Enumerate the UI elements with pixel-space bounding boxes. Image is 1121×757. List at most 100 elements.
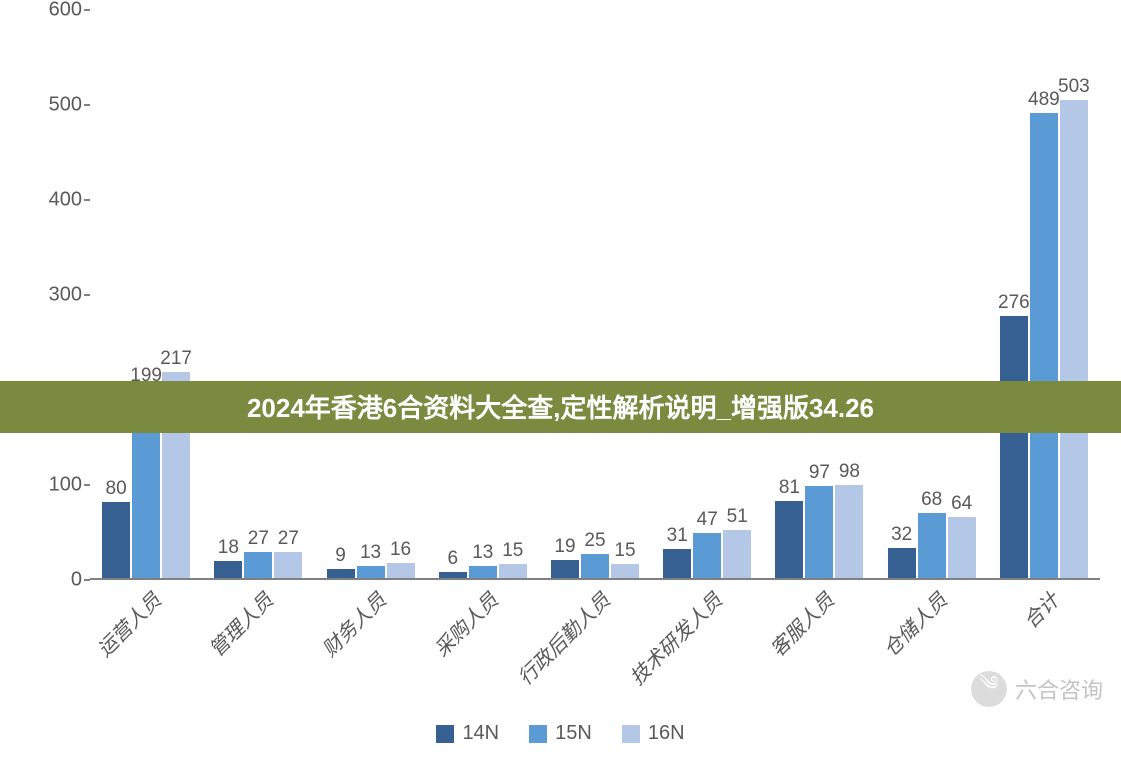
bar: 64: [948, 517, 976, 578]
bar-value-label: 25: [584, 530, 605, 552]
bar-value-label: 19: [554, 536, 575, 558]
bar-value-label: 15: [614, 540, 635, 562]
legend-swatch: [529, 725, 547, 743]
watermark-text: 六合咨询: [1015, 673, 1103, 705]
bar: 27: [244, 552, 272, 578]
x-category-label: 行政后勤人员: [510, 585, 615, 690]
legend-swatch: [622, 725, 640, 743]
legend-label: 16N: [648, 722, 685, 745]
bar: 13: [469, 566, 497, 578]
x-category-label: 采购人员: [426, 585, 503, 662]
bar: 276: [1000, 316, 1028, 578]
y-tick-mark: [84, 9, 90, 11]
legend-item: 14N: [436, 722, 499, 745]
y-tick-label: 300: [49, 284, 82, 307]
plot-area: 8019921718272791316613151925153147518197…: [90, 10, 1100, 580]
bar: 15: [611, 564, 639, 578]
x-category-label: 客服人员: [763, 585, 840, 662]
bar-group: 276489503: [1000, 100, 1088, 578]
bar: 80: [102, 502, 130, 578]
bar-value-label: 68: [921, 489, 942, 511]
bar-group: 192515: [551, 554, 639, 578]
bar-value-label: 81: [779, 477, 800, 499]
bar: 18: [214, 561, 242, 578]
bar-group: 61315: [439, 564, 527, 578]
x-category-label: 运营人员: [90, 585, 167, 662]
bar: 9: [327, 569, 355, 578]
x-axis-labels: 运营人员管理人员财务人员采购人员行政后勤人员技术研发人员客服人员仓储人员合计: [90, 585, 1100, 685]
y-tick-mark: [84, 199, 90, 201]
y-tick-label: 600: [49, 0, 82, 22]
y-tick-label: 400: [49, 189, 82, 212]
wechat-icon: ༄: [971, 671, 1007, 707]
bar-value-label: 32: [891, 524, 912, 546]
watermark-icon-glyph: ༄: [979, 661, 998, 717]
bar: 13: [357, 566, 385, 578]
bar-value-label: 97: [809, 462, 830, 484]
y-tick-mark: [84, 294, 90, 296]
bar: 47: [693, 533, 721, 578]
bar-value-label: 47: [697, 509, 718, 531]
bar-group: 182727: [214, 552, 302, 578]
x-category-label: 仓储人员: [875, 585, 952, 662]
bar: 98: [835, 485, 863, 578]
bar: 6: [439, 572, 467, 578]
bar: 32: [888, 548, 916, 578]
bar: 51: [723, 530, 751, 578]
bar-value-label: 9: [335, 545, 346, 567]
bar-group: 819798: [775, 485, 863, 578]
bar: 489: [1030, 113, 1058, 578]
x-category-label: 财务人员: [314, 585, 391, 662]
bar-value-label: 27: [248, 528, 269, 550]
bar: 68: [918, 513, 946, 578]
bar-value-label: 80: [106, 478, 127, 500]
y-tick-mark: [84, 104, 90, 106]
bar-value-label: 489: [1028, 89, 1060, 111]
y-axis: 0100200300400500600: [40, 10, 90, 580]
bar-value-label: 276: [998, 292, 1030, 314]
x-category-label: 合计: [1016, 585, 1065, 634]
y-tick-label: 500: [49, 94, 82, 117]
bar-group: 91316: [327, 563, 415, 578]
bar-value-label: 98: [839, 461, 860, 483]
legend-label: 14N: [462, 722, 499, 745]
legend-item: 16N: [622, 722, 685, 745]
overlay-text: 2024年香港6合资料大全查,定性解析说明_增强版34.26: [247, 388, 874, 425]
bar: 97: [805, 486, 833, 578]
overlay-banner: 2024年香港6合资料大全查,定性解析说明_增强版34.26: [0, 381, 1121, 433]
y-tick-mark: [84, 579, 90, 581]
bar-group: 326864: [888, 513, 976, 578]
bar-value-label: 16: [390, 539, 411, 561]
bar-value-label: 503: [1058, 76, 1090, 98]
bar-value-label: 51: [727, 506, 748, 528]
bar-value-label: 27: [278, 528, 299, 550]
legend-swatch: [436, 725, 454, 743]
bar-chart: 0100200300400500600 80199217182727913166…: [40, 10, 1100, 580]
bar-value-label: 13: [360, 542, 381, 564]
bar: 503: [1060, 100, 1088, 578]
bar-value-label: 18: [218, 537, 239, 559]
bar-value-label: 15: [502, 540, 523, 562]
y-tick-label: 0: [71, 569, 82, 592]
legend-item: 15N: [529, 722, 592, 745]
bar: 16: [387, 563, 415, 578]
bar: 19: [551, 560, 579, 578]
x-category-label: 管理人员: [202, 585, 279, 662]
watermark: ༄ 六合咨询: [971, 671, 1103, 707]
x-category-label: 技术研发人员: [622, 585, 727, 690]
y-tick-label: 100: [49, 474, 82, 497]
bar-value-label: 6: [447, 548, 458, 570]
bar: 25: [581, 554, 609, 578]
bar-value-label: 13: [472, 542, 493, 564]
y-tick-mark: [84, 484, 90, 486]
legend: 14N 15N 16N: [0, 722, 1121, 745]
legend-label: 15N: [555, 722, 592, 745]
bar: 15: [499, 564, 527, 578]
bar-value-label: 31: [667, 525, 688, 547]
bar: 81: [775, 501, 803, 578]
bar: 27: [274, 552, 302, 578]
bar-value-label: 217: [160, 348, 192, 370]
bar: 31: [663, 549, 691, 578]
bar-value-label: 64: [951, 493, 972, 515]
bar-group: 314751: [663, 530, 751, 578]
